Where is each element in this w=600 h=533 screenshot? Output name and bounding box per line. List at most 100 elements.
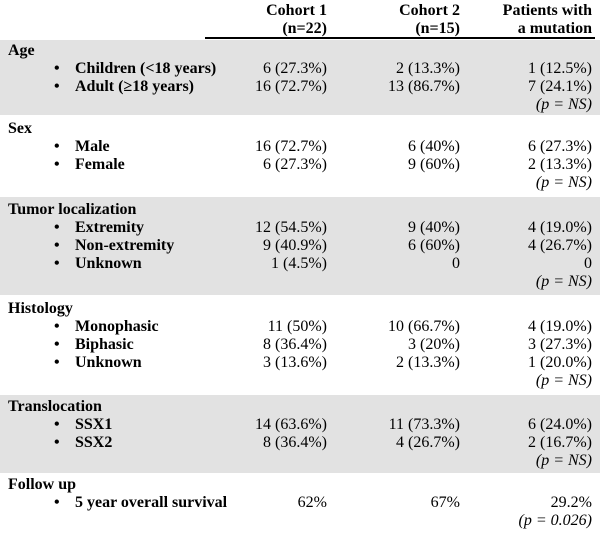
p-value: (p = NS) [535,273,592,290]
section-title: Age [8,41,35,59]
bullet-icon [54,318,75,336]
table-row: Biphasic 8 (36.4%) 3 (20%) 3 (27.3%) [0,336,600,354]
row-label: Non-extremity [0,237,205,255]
column-header-mutation: Patients with a mutation [460,2,592,38]
column-header-cohort2: Cohort 2 (n=15) [327,2,460,38]
column-header-cohort2-line1: Cohort 2 [399,2,460,19]
bullet-icon [54,255,75,273]
bullet-icon [54,416,75,434]
column-header-cohort2-line2: (n=15) [415,20,460,37]
value-cohort1: 8 (36.4%) [263,336,327,353]
value-cohort1: 62% [297,494,327,511]
row-label-text: Male [75,138,110,155]
row-label: Unknown [0,354,205,372]
section-title: Tumor localization [8,201,137,218]
row-label: SSX1 [0,416,205,434]
value-cohort1: 6 (27.3%) [263,156,327,173]
p-value-row: (p = NS) [0,452,600,470]
p-value-row: (p = NS) [0,174,600,192]
row-label: Adult (≥18 years) [0,78,205,96]
value-cohort1: 8 (36.4%) [263,434,327,451]
row-label: Children (<18 years) [0,60,216,78]
row-label-text: Adult (≥18 years) [75,77,194,95]
row-label: 5 year overall survival [0,494,227,512]
value-cohort1: 6 (27.3%) [263,59,327,77]
value-mutation: 3 (27.3%) [528,336,592,353]
table-row: Children (<18 years) 6 (27.3%) 2 (13.3%)… [0,60,600,78]
row-label-text: SSX1 [75,416,113,433]
bullet-icon [54,60,75,78]
value-cohort1: 9 (40.9%) [263,237,327,254]
value-mutation: 6 (27.3%) [528,138,592,155]
value-cohort2: 4 (26.7%) [396,434,460,451]
section-follow-up: Follow up 5 year overall survival 62% 67… [0,473,600,533]
section-translocation: Translocation SSX1 14 (63.6%) 11 (73.3%)… [0,395,600,473]
row-label-text: Non-extremity [75,237,175,254]
row-label-text: Unknown [75,354,142,371]
value-cohort2: 6 (60%) [408,237,460,254]
column-header-mutation-line2: a mutation [517,20,592,37]
value-cohort2: 2 (13.3%) [396,59,460,77]
value-cohort1: 3 (13.6%) [263,354,327,371]
table-row: Adult (≥18 years) 16 (72.7%) 13 (86.7%) … [0,78,600,96]
section-age: Age Children (<18 years) 6 (27.3%) 2 (13… [0,40,600,115]
value-cohort2: 9 (40%) [408,219,460,236]
p-value: (p = NS) [535,95,592,113]
value-cohort1: 12 (54.5%) [255,219,327,236]
table-row: Monophasic 11 (50%) 10 (66.7%) 4 (19.0%) [0,318,600,336]
section-tumor-localization: Tumor localization Extremity 12 (54.5%) … [0,197,600,295]
table-row: Unknown 1 (4.5%) 0 0 [0,255,600,273]
value-cohort2: 0 [452,255,460,272]
row-label-text: SSX2 [75,434,113,451]
bullet-icon [54,156,75,174]
value-mutation: 7 (24.1%) [528,77,592,95]
bullet-icon [54,78,75,96]
row-label: Unknown [0,255,205,273]
value-mutation: 1 (20.0%) [528,354,592,371]
bullet-icon [54,336,75,354]
value-cohort2: 2 (13.3%) [396,354,460,371]
bullet-icon [54,237,75,255]
value-cohort1: 1 (4.5%) [271,255,327,272]
p-value: (p = NS) [535,174,592,191]
p-value: (p = NS) [535,372,592,389]
p-value-row: (p = NS) [0,273,600,291]
column-header-cohort1-line1: Cohort 1 [266,2,327,19]
value-cohort2: 10 (66.7%) [388,318,460,335]
header-rule [205,37,595,39]
column-header-cohort1-line2: (n=22) [282,20,327,37]
bullet-icon [54,354,75,372]
row-label: Monophasic [0,318,205,336]
table-row: Female 6 (27.3%) 9 (60%) 2 (13.3%) [0,156,600,174]
bullet-icon [54,138,75,156]
p-value: (p = 0.026) [518,512,592,529]
value-mutation: 2 (16.7%) [528,434,592,451]
row-label-text: Female [75,156,125,173]
section-title: Follow up [8,476,77,493]
bullet-icon [54,434,75,452]
p-value: (p = NS) [535,452,592,469]
table-row: SSX2 8 (36.4%) 4 (26.7%) 2 (16.7%) [0,434,600,452]
row-label: Extremity [0,219,205,237]
row-label-text: Biphasic [75,336,134,353]
section-histology: Histology Monophasic 11 (50%) 10 (66.7%)… [0,295,600,395]
row-label-text: Children (<18 years) [75,59,217,77]
row-label: Biphasic [0,336,205,354]
value-mutation: 1 (12.5%) [528,59,592,77]
value-cohort2: 9 (60%) [408,156,460,173]
row-label: SSX2 [0,434,205,452]
row-label-text: Extremity [75,219,145,236]
section-title: Translocation [8,398,102,415]
table-row: Non-extremity 9 (40.9%) 6 (60%) 4 (26.7%… [0,237,600,255]
value-mutation: 0 [584,255,592,272]
p-value-row: (p = NS) [0,372,600,390]
value-cohort2: 3 (20%) [408,336,460,353]
table-header: Cohort 1 (n=22) Cohort 2 (n=15) Patients… [0,0,600,40]
bullet-icon [54,219,75,237]
value-mutation: 4 (19.0%) [528,318,592,335]
p-value-row: (p = NS) [0,96,600,114]
value-cohort1: 11 (50%) [267,318,327,335]
p-value-row: (p = 0.026) [0,512,600,530]
value-mutation: 29.2% [550,494,592,511]
